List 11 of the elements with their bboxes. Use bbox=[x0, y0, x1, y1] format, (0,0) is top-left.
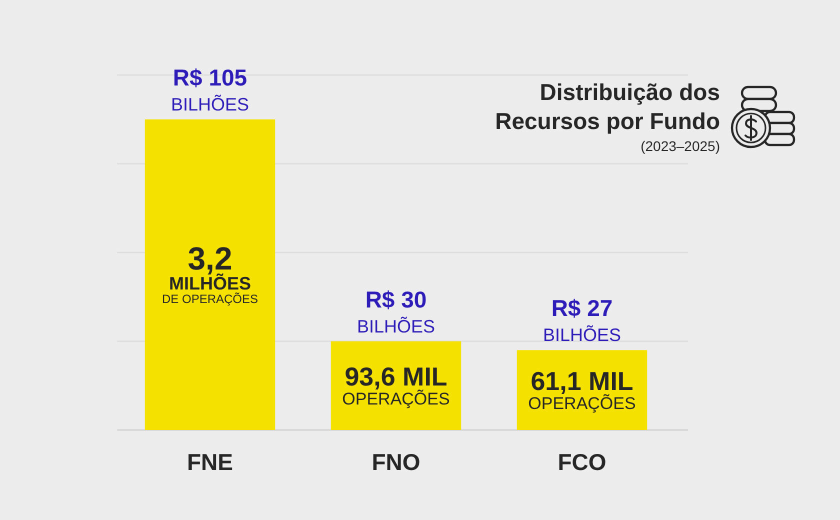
x-tick-label: FNE bbox=[187, 449, 233, 475]
data-label: R$ 105 BILHÕES bbox=[170, 64, 250, 114]
annotation: 61,1 MIL OPERAÇÕES bbox=[528, 366, 636, 413]
annotation: 3,2 MILHÕES DE OPERAÇÕES bbox=[162, 240, 258, 306]
text: Distribuição dos Recursos por Fundo bbox=[495, 79, 720, 134]
x-tick-label: FCO bbox=[558, 449, 606, 475]
text: (2023–2025) bbox=[640, 138, 720, 154]
data-label: R$ 27 BILHÕES bbox=[542, 295, 622, 346]
x-tick-label: FNO bbox=[372, 449, 420, 475]
data-label: R$ 30 BILHÕES bbox=[356, 286, 436, 336]
annotation: 93,6 MIL OPERAÇÕES bbox=[342, 361, 450, 409]
